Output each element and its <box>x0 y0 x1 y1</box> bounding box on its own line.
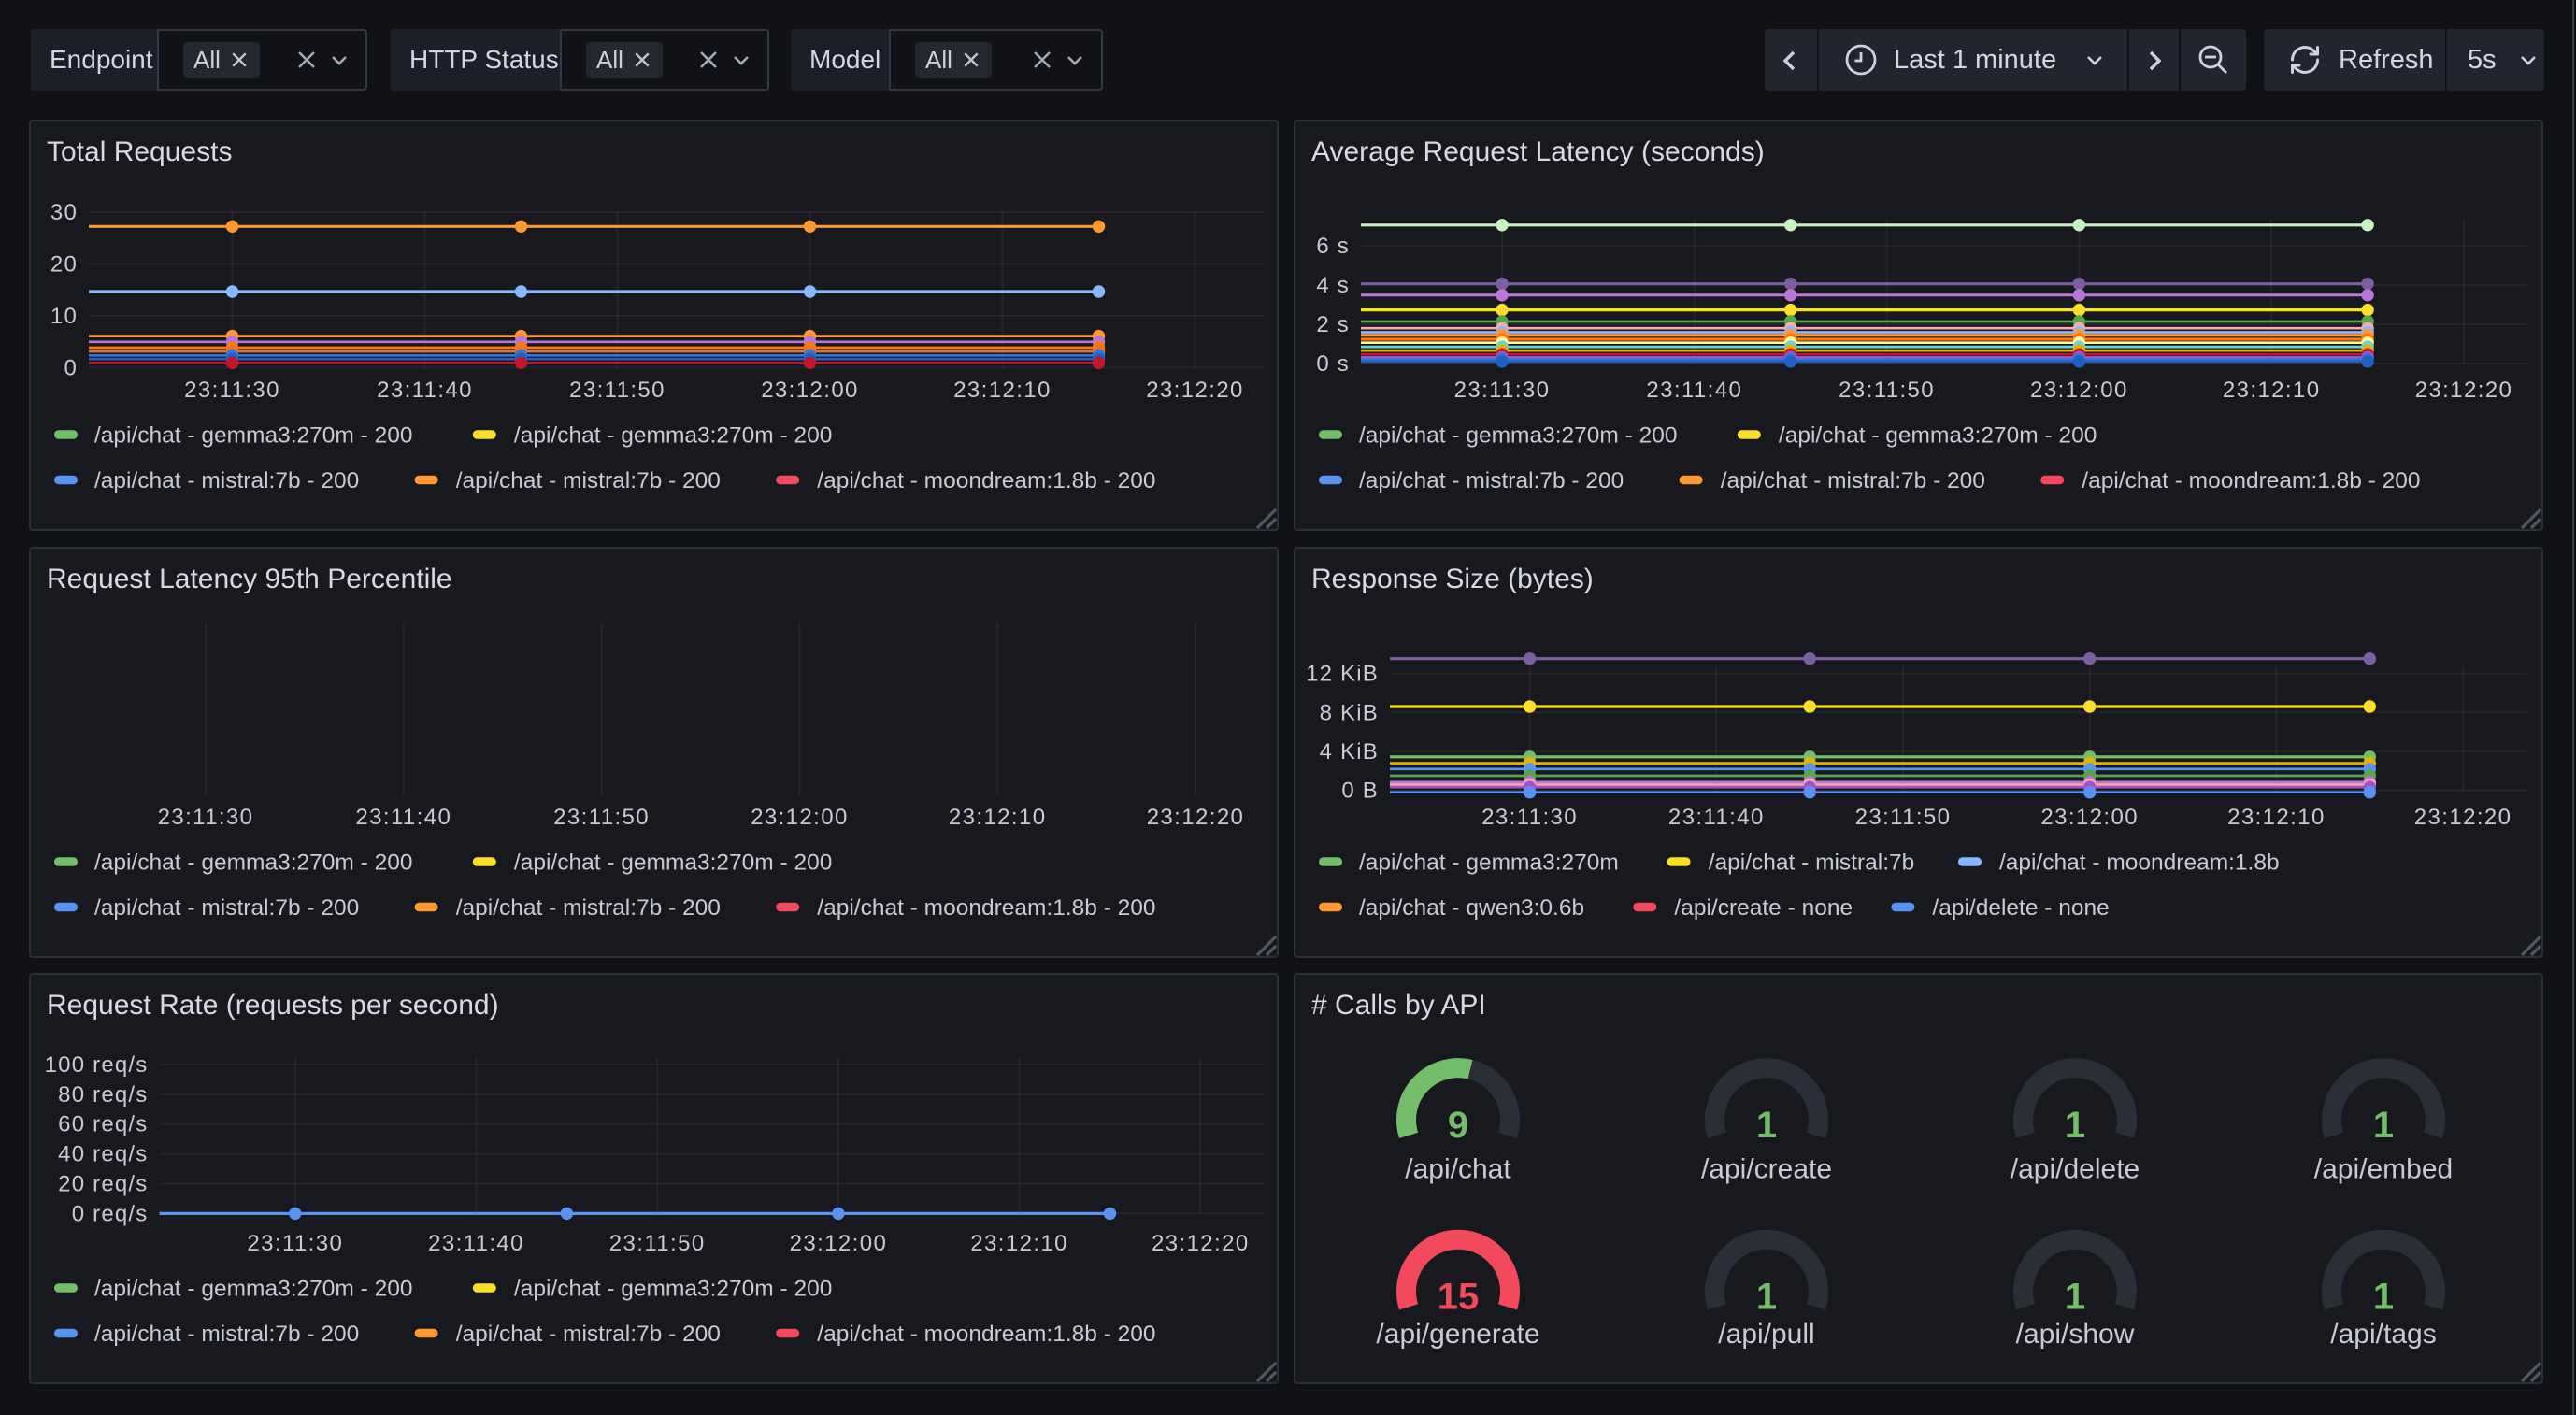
svg-text:/api/chat - mistral:7b - 200: /api/chat - mistral:7b - 200 <box>1721 468 1985 493</box>
svg-text:Request Latency 95th Percentil: Request Latency 95th Percentile <box>47 564 452 594</box>
svg-text:1: 1 <box>2065 1105 2085 1146</box>
svg-text:1: 1 <box>1756 1105 1777 1146</box>
svg-text:23:12:00: 23:12:00 <box>751 805 849 830</box>
svg-text:/api/create: /api/create <box>1701 1154 1832 1185</box>
svg-text:1: 1 <box>2065 1277 2085 1318</box>
svg-text:9: 9 <box>1448 1105 1468 1146</box>
svg-text:23:11:30: 23:11:30 <box>247 1231 343 1256</box>
svg-text:23:11:50: 23:11:50 <box>1855 805 1952 830</box>
svg-text:/api/chat - moondream:1.8b: /api/chat - moondream:1.8b <box>1999 850 2280 876</box>
svg-text:/api/chat - moondream:1.8b - 2: /api/chat - moondream:1.8b - 200 <box>817 468 1155 493</box>
svg-text:23:11:40: 23:11:40 <box>355 805 451 830</box>
svg-text:23:12:20: 23:12:20 <box>2414 805 2512 830</box>
svg-text:23:11:30: 23:11:30 <box>1481 805 1578 830</box>
svg-text:4 KiB: 4 KiB <box>1320 739 1379 765</box>
svg-text:23:11:50: 23:11:50 <box>569 378 665 403</box>
svg-text:/api/chat - gemma3:270m: /api/chat - gemma3:270m <box>1359 850 1619 876</box>
svg-text:/api/show: /api/show <box>2016 1319 2135 1350</box>
svg-text:/api/chat - qwen3:0.6b: /api/chat - qwen3:0.6b <box>1359 895 1584 921</box>
svg-text:/api/chat - mistral:7b - 200: /api/chat - mistral:7b - 200 <box>456 468 721 493</box>
svg-text:/api/delete: /api/delete <box>2011 1154 2140 1185</box>
svg-text:/api/create - none: /api/create - none <box>1674 895 1853 921</box>
svg-text:/api/chat - gemma3:270m - 200: /api/chat - gemma3:270m - 200 <box>1359 423 1677 449</box>
svg-text:Response Size (bytes): Response Size (bytes) <box>1311 564 1594 594</box>
svg-text:23:11:50: 23:11:50 <box>1839 378 1935 403</box>
svg-text:20: 20 <box>50 251 78 277</box>
svg-text:23:11:40: 23:11:40 <box>1668 805 1765 830</box>
svg-text:/api/embed: /api/embed <box>2314 1154 2453 1185</box>
svg-text:Average Request Latency (secon: Average Request Latency (seconds) <box>1311 136 1765 167</box>
svg-text:80 req/s: 80 req/s <box>58 1082 148 1108</box>
svg-text:8 KiB: 8 KiB <box>1320 700 1379 725</box>
svg-text:/api/chat - mistral:7b - 200: /api/chat - mistral:7b - 200 <box>1359 468 1624 493</box>
svg-text:23:11:40: 23:11:40 <box>1646 378 1742 403</box>
svg-text:10: 10 <box>50 304 78 329</box>
svg-text:/api/chat - gemma3:270m - 200: /api/chat - gemma3:270m - 200 <box>94 1277 412 1302</box>
svg-text:23:12:10: 23:12:10 <box>970 1231 1068 1256</box>
svg-text:1: 1 <box>2373 1105 2394 1146</box>
svg-text:23:12:00: 23:12:00 <box>2030 378 2128 403</box>
svg-text:2 s: 2 s <box>1316 312 1350 337</box>
svg-text:100 req/s: 100 req/s <box>45 1052 149 1078</box>
svg-text:0 req/s: 0 req/s <box>72 1201 149 1226</box>
svg-text:1: 1 <box>2373 1277 2394 1318</box>
svg-text:/api/generate: /api/generate <box>1376 1319 1539 1350</box>
svg-text:/api/chat - mistral:7b - 200: /api/chat - mistral:7b - 200 <box>94 1322 359 1347</box>
svg-text:23:12:10: 23:12:10 <box>953 378 1052 403</box>
svg-text:0 B: 0 B <box>1341 779 1379 804</box>
svg-text:23:11:30: 23:11:30 <box>1454 378 1551 403</box>
svg-text:23:12:10: 23:12:10 <box>2223 378 2321 403</box>
svg-text:30: 30 <box>50 200 78 225</box>
svg-text:/api/pull: /api/pull <box>1718 1319 1814 1350</box>
svg-text:/api/chat - mistral:7b - 200: /api/chat - mistral:7b - 200 <box>456 895 721 921</box>
svg-text:0 s: 0 s <box>1316 351 1350 377</box>
svg-text:4 s: 4 s <box>1316 273 1350 298</box>
svg-text:/api/chat - gemma3:270m - 200: /api/chat - gemma3:270m - 200 <box>514 850 832 876</box>
svg-text:/api/chat - mistral:7b - 200: /api/chat - mistral:7b - 200 <box>94 895 359 921</box>
svg-text:23:12:00: 23:12:00 <box>2040 805 2139 830</box>
svg-text:23:11:40: 23:11:40 <box>428 1231 524 1256</box>
svg-text:1: 1 <box>1756 1277 1777 1318</box>
svg-text:23:12:10: 23:12:10 <box>2227 805 2326 830</box>
svg-text:23:12:20: 23:12:20 <box>2415 378 2513 403</box>
svg-text:23:11:40: 23:11:40 <box>377 378 473 403</box>
svg-text:/api/chat - gemma3:270m - 200: /api/chat - gemma3:270m - 200 <box>94 850 412 876</box>
svg-text:60 req/s: 60 req/s <box>58 1112 148 1137</box>
svg-text:40 req/s: 40 req/s <box>58 1142 148 1167</box>
svg-text:/api/chat - mistral:7b: /api/chat - mistral:7b <box>1709 850 1915 876</box>
svg-text:23:12:20: 23:12:20 <box>1146 378 1244 403</box>
svg-text:/api/chat - gemma3:270m - 200: /api/chat - gemma3:270m - 200 <box>94 423 412 449</box>
svg-text:23:11:30: 23:11:30 <box>158 805 254 830</box>
svg-text:15: 15 <box>1438 1277 1480 1318</box>
svg-text:23:11:50: 23:11:50 <box>553 805 650 830</box>
svg-text:/api/chat - gemma3:270m - 200: /api/chat - gemma3:270m - 200 <box>514 1277 832 1302</box>
svg-text:23:12:00: 23:12:00 <box>761 378 859 403</box>
svg-text:/api/chat: /api/chat <box>1405 1154 1511 1185</box>
svg-text:/api/chat - gemma3:270m - 200: /api/chat - gemma3:270m - 200 <box>1779 423 2097 449</box>
svg-text:23:12:00: 23:12:00 <box>790 1231 888 1256</box>
svg-text:/api/delete - none: /api/delete - none <box>1932 895 2109 921</box>
svg-text:6 s: 6 s <box>1316 234 1350 259</box>
svg-text:# Calls by API: # Calls by API <box>1311 990 1486 1021</box>
svg-text:/api/chat - mistral:7b - 200: /api/chat - mistral:7b - 200 <box>94 468 359 493</box>
svg-text:0: 0 <box>64 355 78 380</box>
svg-text:23:11:30: 23:11:30 <box>184 378 280 403</box>
svg-text:/api/chat - moondream:1.8b - 2: /api/chat - moondream:1.8b - 200 <box>817 895 1155 921</box>
svg-text:/api/chat - mistral:7b - 200: /api/chat - mistral:7b - 200 <box>456 1322 721 1347</box>
svg-text:Request Rate (requests per sec: Request Rate (requests per second) <box>47 990 499 1021</box>
svg-text:/api/chat - moondream:1.8b - 2: /api/chat - moondream:1.8b - 200 <box>2082 468 2420 493</box>
svg-text:12 KiB: 12 KiB <box>1306 662 1379 687</box>
svg-text:23:12:20: 23:12:20 <box>1152 1231 1250 1256</box>
svg-text:/api/chat - gemma3:270m - 200: /api/chat - gemma3:270m - 200 <box>514 423 832 449</box>
svg-text:/api/tags: /api/tags <box>2330 1319 2436 1350</box>
svg-text:Total Requests: Total Requests <box>47 136 232 167</box>
svg-text:23:12:10: 23:12:10 <box>949 805 1047 830</box>
svg-text:/api/chat - moondream:1.8b - 2: /api/chat - moondream:1.8b - 200 <box>817 1322 1155 1347</box>
svg-text:23:11:50: 23:11:50 <box>609 1231 706 1256</box>
svg-text:23:12:20: 23:12:20 <box>1147 805 1245 830</box>
svg-text:20 req/s: 20 req/s <box>58 1172 148 1197</box>
